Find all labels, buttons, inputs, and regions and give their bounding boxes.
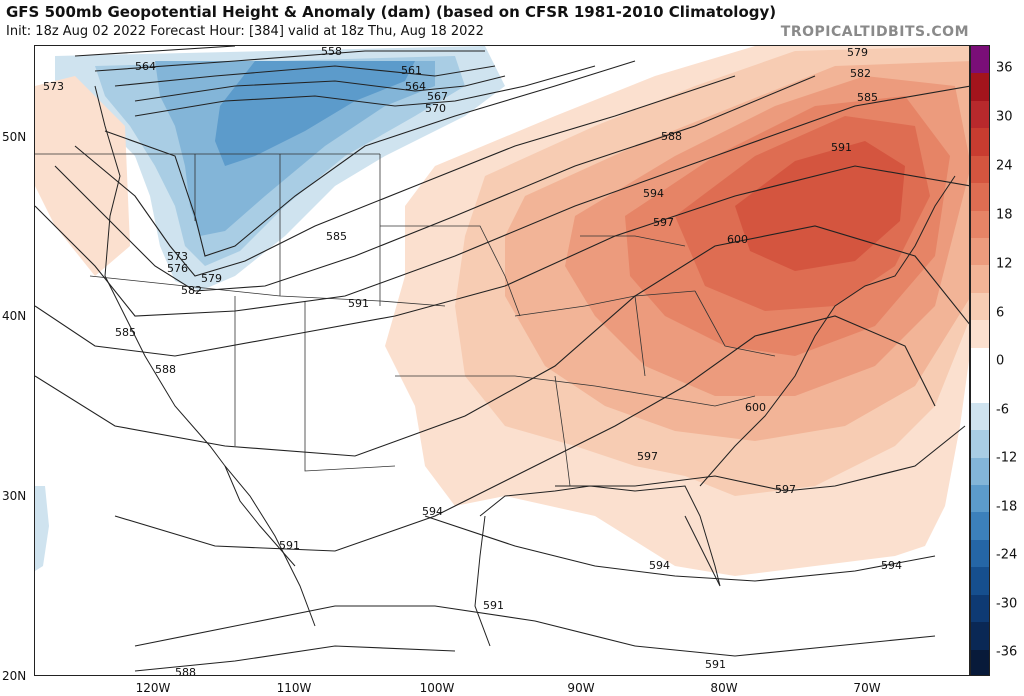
colorbar-tick-label: -30 <box>996 596 1018 612</box>
colorbar-segment <box>971 430 989 458</box>
colorbar-tick-label: -24 <box>996 547 1018 563</box>
colorbar-tick-label: -6 <box>996 402 1009 418</box>
contour-label: 594 <box>881 559 902 572</box>
latitude-label: 40N <box>2 309 27 323</box>
contour-labels: 558 561 564 564 567 570 573 573 576 579 … <box>43 46 902 676</box>
colorbar-tick-label: -18 <box>996 499 1018 515</box>
contour-label: 576 <box>167 262 188 275</box>
contour-label: 582 <box>181 284 202 297</box>
colorbar-segment <box>971 100 989 129</box>
longitude-label: 100W <box>419 681 455 695</box>
colorbar-tick-label: -12 <box>996 450 1018 466</box>
colorbar-segment <box>971 375 989 404</box>
contour-label: 594 <box>422 505 443 518</box>
colorbar-segment <box>971 155 989 184</box>
map-canvas: 558 561 564 564 567 570 573 573 576 579 … <box>35 46 969 676</box>
contour-label: 594 <box>643 187 664 200</box>
contour-label: 597 <box>637 450 658 463</box>
contour-label: 591 <box>705 658 726 671</box>
contour-label: 564 <box>405 80 426 93</box>
contour-label: 591 <box>348 297 369 310</box>
colorbar-segment <box>971 649 989 675</box>
colorbar-segment <box>971 128 989 157</box>
latitude-label: 50N <box>2 130 27 144</box>
map-title: GFS 500mb Geopotential Height & Anomaly … <box>6 3 777 21</box>
contour-label: 597 <box>775 483 796 496</box>
contour-label: 591 <box>483 599 504 612</box>
height-contours <box>35 46 969 672</box>
colorbar-segment <box>971 567 989 596</box>
colorbar-segment <box>971 512 989 541</box>
contour-label: 585 <box>115 326 136 339</box>
contour-label: 558 <box>321 46 342 58</box>
contour-label: 591 <box>831 141 852 154</box>
colorbar-segment <box>971 292 989 321</box>
colorbar-segment <box>971 347 989 376</box>
colorbar-tick-label: 36 <box>996 60 1013 76</box>
site-credit: TROPICALTIDBITS.COM <box>780 24 969 40</box>
colorbar-tick-label: 30 <box>996 109 1013 125</box>
colorbar-tick-label: 6 <box>996 305 1005 321</box>
negative-anomaly-area <box>35 486 49 571</box>
colorbar-segment <box>971 73 989 102</box>
contour-label: 585 <box>857 91 878 104</box>
latitude-label: 20N <box>2 669 27 683</box>
colorbar-tick-label: 0 <box>996 353 1005 369</box>
contour-label: 564 <box>135 60 156 73</box>
contour-label: 585 <box>326 230 347 243</box>
contour-label: 588 <box>155 363 176 376</box>
colorbar-tick-label: -36 <box>996 644 1018 660</box>
contour-label: 597 <box>653 216 674 229</box>
colorbar-segment <box>971 183 989 212</box>
negative-anomaly-area <box>215 61 415 166</box>
colorbar-segment <box>971 46 989 74</box>
colorbar-tick-label: 12 <box>996 256 1013 272</box>
colorbar-segment <box>971 457 989 486</box>
contour-label: 567 <box>427 90 448 103</box>
contour-label: 591 <box>279 539 300 552</box>
longitude-label: 90W <box>567 681 595 695</box>
weather-map: 558 561 564 564 567 570 573 573 576 579 … <box>34 45 970 676</box>
latitude-label: 30N <box>2 489 27 503</box>
longitude-label: 120W <box>135 681 171 695</box>
colorbar-segment <box>971 484 989 513</box>
contour-label: 579 <box>847 46 868 59</box>
anomaly-colorbar <box>970 45 990 676</box>
contour-label: 573 <box>43 80 64 93</box>
longitude-label: 110W <box>276 681 312 695</box>
contour-label: 594 <box>649 559 670 572</box>
longitude-label: 70W <box>853 681 881 695</box>
colorbar-segment <box>971 210 989 239</box>
colorbar-segment <box>971 594 989 623</box>
colorbar-segment <box>971 265 989 294</box>
contour-label: 573 <box>167 250 188 263</box>
contour-label: 588 <box>175 666 196 676</box>
contour-label: 600 <box>745 401 766 414</box>
colorbar-segment <box>971 238 989 266</box>
colorbar-segment <box>971 622 989 651</box>
contour-label: 582 <box>850 67 871 80</box>
colorbar-segment <box>971 402 989 431</box>
contour-label: 588 <box>661 130 682 143</box>
map-subtitle: Init: 18z Aug 02 2022 Forecast Hour: [38… <box>6 24 484 39</box>
colorbar-tick-label: 24 <box>996 158 1013 174</box>
colorbar-segment <box>971 539 989 568</box>
contour-label: 570 <box>425 102 446 115</box>
contour-label: 579 <box>201 272 222 285</box>
longitude-label: 80W <box>710 681 738 695</box>
contour-label: 600 <box>727 233 748 246</box>
colorbar-segment <box>971 320 989 349</box>
positive-anomaly-area <box>735 141 905 271</box>
contour-label: 561 <box>401 64 422 77</box>
positive-anomaly-area <box>35 76 130 276</box>
colorbar-tick-label: 18 <box>996 207 1013 223</box>
